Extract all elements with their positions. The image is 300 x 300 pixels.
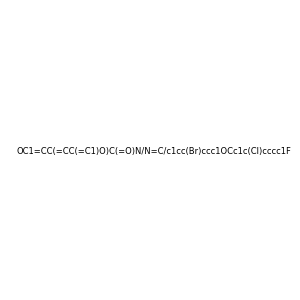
Text: OC1=CC(=CC(=C1)O)C(=O)N/N=C/c1cc(Br)ccc1OCc1c(Cl)cccc1F: OC1=CC(=CC(=C1)O)C(=O)N/N=C/c1cc(Br)ccc1… bbox=[16, 147, 291, 156]
